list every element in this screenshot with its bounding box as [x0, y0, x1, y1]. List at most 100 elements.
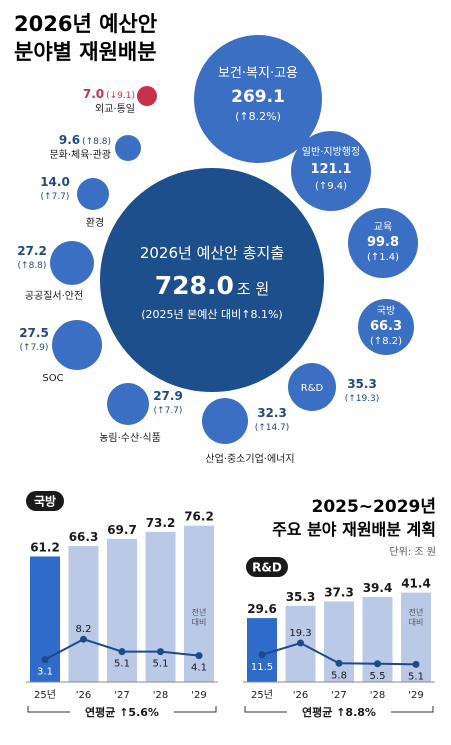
bubble-circle [137, 86, 157, 106]
plan-title-line2: 주요 분야 재원배분 계획 [272, 520, 436, 539]
line-point [412, 660, 420, 668]
bar-value-label: 41.4 [401, 577, 431, 591]
bubble-circle [348, 208, 418, 278]
bubble-value: 14.0 [40, 175, 70, 189]
bubble-name: 산업·중소기업·에너지 [205, 452, 294, 465]
bubble-name: 농림·수산·식품 [99, 432, 161, 444]
x-tick-label: 25년 [251, 689, 273, 701]
bubble-change: (↑8.8) [82, 137, 111, 147]
line-point [41, 656, 49, 664]
line-point [118, 648, 126, 656]
x-tick-label: '27 [114, 690, 129, 701]
bubble-circle [107, 383, 149, 425]
bubble-change: (↑19.3) [345, 394, 380, 404]
bar-value-label: 35.3 [286, 590, 316, 604]
bubble-change: (↑7.9) [20, 343, 49, 353]
line-value-label: 4.1 [191, 663, 207, 674]
line-value-label: 5.8 [331, 670, 347, 681]
bubble-name: 교육 [374, 221, 392, 233]
x-tick-label: '27 [331, 690, 346, 701]
line-series-label: 전년 대비 [409, 607, 424, 627]
x-tick-label: 25년 [34, 689, 56, 701]
line-value-label: 3.1 [37, 667, 53, 678]
total-change: (2025년 본예산 대비↑8.1%) [141, 308, 282, 321]
chart-title-pill [246, 557, 288, 577]
line-value-label: 5.5 [370, 671, 386, 682]
bubble-9: 27.2 (↑8.8) 공공질서·안전 [17, 241, 94, 302]
x-tick-label: '29 [191, 690, 206, 701]
bar-value-label: 61.2 [30, 540, 60, 554]
bubble-1: 보건·복지·고용 269.1 (↑8.2%) [194, 35, 322, 163]
bubble-change: (↓9.1) [106, 91, 135, 101]
line-value-label: 5.1 [153, 659, 169, 670]
summary-label: 연평균 ↑8.8% [302, 705, 376, 719]
plan-title-line1: 2025~2029년 [311, 497, 436, 517]
bubble-value-number: 9.6 [59, 133, 80, 147]
bubble-6: 32.3 (↑14.7) 산업·중소기업·에너지 [202, 398, 295, 465]
bubble-value: 66.3 [370, 319, 402, 334]
plan-unit: 단위: 조 원 [389, 545, 436, 558]
bubble-name: 국방 [377, 305, 395, 317]
line-point [80, 635, 87, 643]
bubble-value: 27.9 [153, 389, 183, 403]
bubble-value: 27.5 [19, 326, 49, 340]
bubble-4: 국방 66.3 (↑8.2) [358, 299, 414, 355]
bubble-value: 9.6 (↑8.8) [59, 133, 111, 147]
bubble-value: 32.3 [257, 406, 287, 420]
total-bubble [100, 168, 324, 392]
line-point [195, 652, 203, 660]
line-point [157, 648, 164, 656]
bubble-value: 121.1 [310, 162, 351, 177]
line-series-label: 전년 대비 [192, 607, 207, 627]
line-point [297, 639, 304, 647]
total-label: 2026년 예산안 총지출 [140, 244, 284, 262]
x-tick-label: '28 [370, 690, 385, 701]
bar-value-label: 29.6 [247, 602, 277, 616]
bar [145, 531, 176, 682]
bubble-circle [194, 35, 322, 163]
bar-value-label: 37.3 [324, 585, 354, 599]
bubble-name: R&D [301, 383, 324, 394]
line-value-label: 11.5 [251, 662, 273, 673]
bubble-change: (↑1.4) [367, 252, 399, 263]
bubble-value-number: 7.0 [83, 87, 104, 101]
bubble-value: 35.3 [347, 377, 377, 391]
line-point [258, 651, 266, 659]
x-tick-label: '26 [76, 690, 91, 701]
bar [362, 596, 393, 682]
x-tick-label: '26 [293, 690, 308, 701]
chart-title: R&D [252, 561, 282, 575]
title-line1: 2026년 예산안 [14, 12, 157, 36]
chart-title: 국방 [34, 494, 56, 509]
line-value-label: 19.3 [289, 628, 311, 639]
bubble-name: 환경 [86, 216, 104, 229]
chart-title-pill [26, 491, 64, 511]
bubble-value: 27.2 [17, 244, 47, 258]
bubble-circle [115, 135, 141, 161]
total-unit: 조 원 [237, 280, 269, 298]
bubble-value: 269.1 [231, 87, 285, 107]
line-point [335, 659, 343, 667]
bar-value-label: 39.4 [363, 581, 393, 595]
bubble-2: 일반·지방행정 121.1 (↑9.4) [291, 131, 371, 211]
bubble-10: 14.0 (↑7.7) 환경 [40, 175, 109, 229]
bar-value-label: 66.3 [69, 530, 99, 544]
defense-bar-chart: 국방 61.2 25년 66.3 '26 69.7 '27 73.2 '28 76.2 '29 3.1… [26, 491, 218, 721]
bubble-circle [358, 299, 414, 355]
bar [324, 601, 354, 682]
bar-value-label: 76.2 [184, 510, 214, 524]
bubble-value: 7.0 (↓9.1) [83, 87, 135, 101]
bubble-change: (↑9.4) [315, 181, 347, 192]
bubble-change: (↑8.8) [18, 261, 47, 271]
line-point [374, 660, 381, 668]
bubble-name: 공공질서·안전 [25, 290, 83, 302]
bubble-change: (↑8.2%) [235, 110, 281, 123]
line-value-label: 5.1 [408, 671, 424, 682]
summary-label: 연평균 ↑5.6% [85, 705, 159, 719]
bubble-8: 27.5 (↑7.9) SOC [19, 320, 102, 384]
bar-value-label: 69.7 [107, 523, 137, 537]
bar [68, 546, 99, 682]
bubble-name: 일반·지방행정 [302, 146, 360, 158]
summary-bg [70, 703, 174, 721]
